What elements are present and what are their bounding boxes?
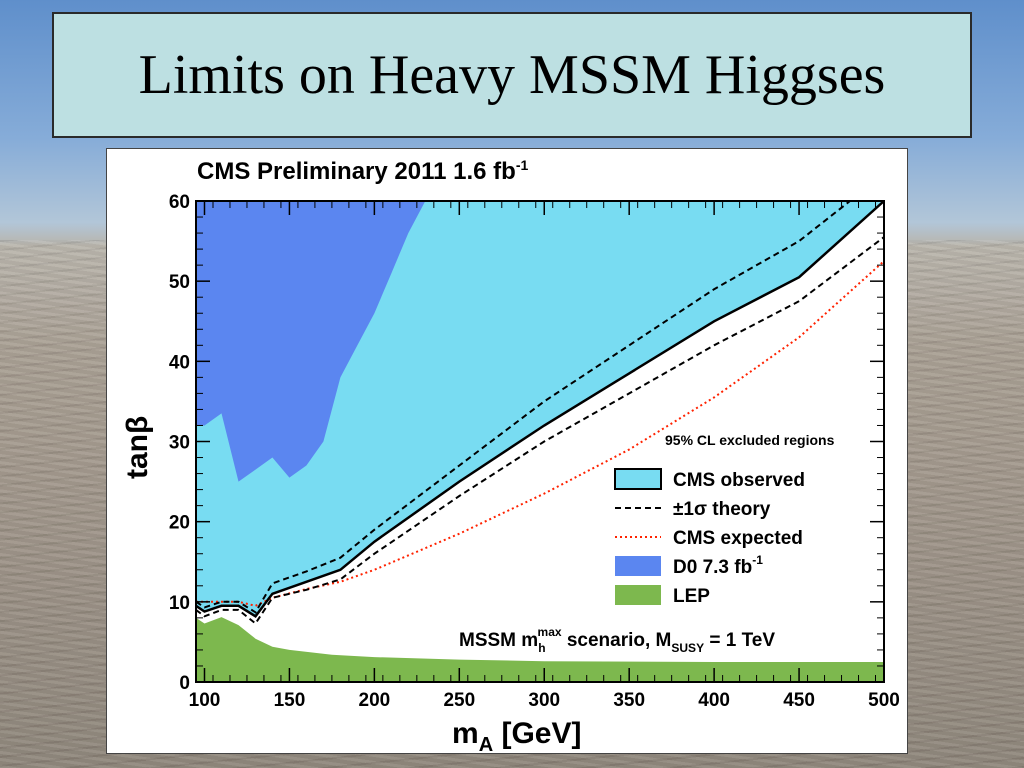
legend-label-d0: D0 7.3 fb-1 [673,553,763,578]
x-tick-label: 500 [868,690,900,711]
y-tick-label: 60 [169,192,190,213]
y-tick-label: 0 [179,673,190,694]
x-tick-label: 400 [698,690,730,711]
y-tick-label: 40 [169,352,190,373]
theory-upper-line [195,200,851,614]
legend-label-cms-observed: CMS observed [673,470,805,491]
x-tick-label: 150 [274,690,306,711]
theory-lower-line [195,236,885,625]
legend-label-lep: LEP [673,586,710,607]
cms-observed-line [195,200,885,618]
y-axis-label: tanβ [121,416,154,479]
x-tick-label: 450 [783,690,815,711]
chart-svg: 100 150 200 250 300 350 400 450 500 0 10 20 30 40 50 60… [121,157,900,753]
chart-title: CMS Preliminary 2011 1.6 fb-1 [197,157,528,185]
lep-area [196,617,884,682]
legend-swatch-d0 [615,556,661,576]
chart-panel: 100 150 200 250 300 350 400 450 500 0 10 20 30 40 50 60… [106,148,908,754]
y-tick-label: 20 [169,513,190,534]
legend-label-theory: ±1σ theory [673,499,771,520]
x-tick-label: 250 [443,690,475,711]
legend-swatch-cms-observed [614,468,662,490]
y-tick-label: 50 [169,272,190,293]
d0-area [196,201,426,482]
x-tick-label: 100 [189,690,221,711]
legend-label-sup: -1 [752,553,763,567]
x-tick-label: 350 [613,690,645,711]
slide-title-box: Limits on Heavy MSSM Higgses [52,12,972,138]
scenario-annotation: MSSM mhmax scenario, MSUSY = 1 TeV [459,625,775,655]
legend-label-cms-expected: CMS expected [673,528,803,549]
x-tick-label: 200 [359,690,391,711]
slide-title: Limits on Heavy MSSM Higgses [138,44,886,106]
excluded-regions-annotation: 95% CL excluded regions [665,432,835,448]
y-tick-label: 10 [169,593,190,614]
x-tick-label: 300 [528,690,560,711]
x-axis-label: mA [GeV] [452,717,582,753]
legend-swatch-lep [615,585,661,605]
y-tick-label: 30 [169,433,190,454]
